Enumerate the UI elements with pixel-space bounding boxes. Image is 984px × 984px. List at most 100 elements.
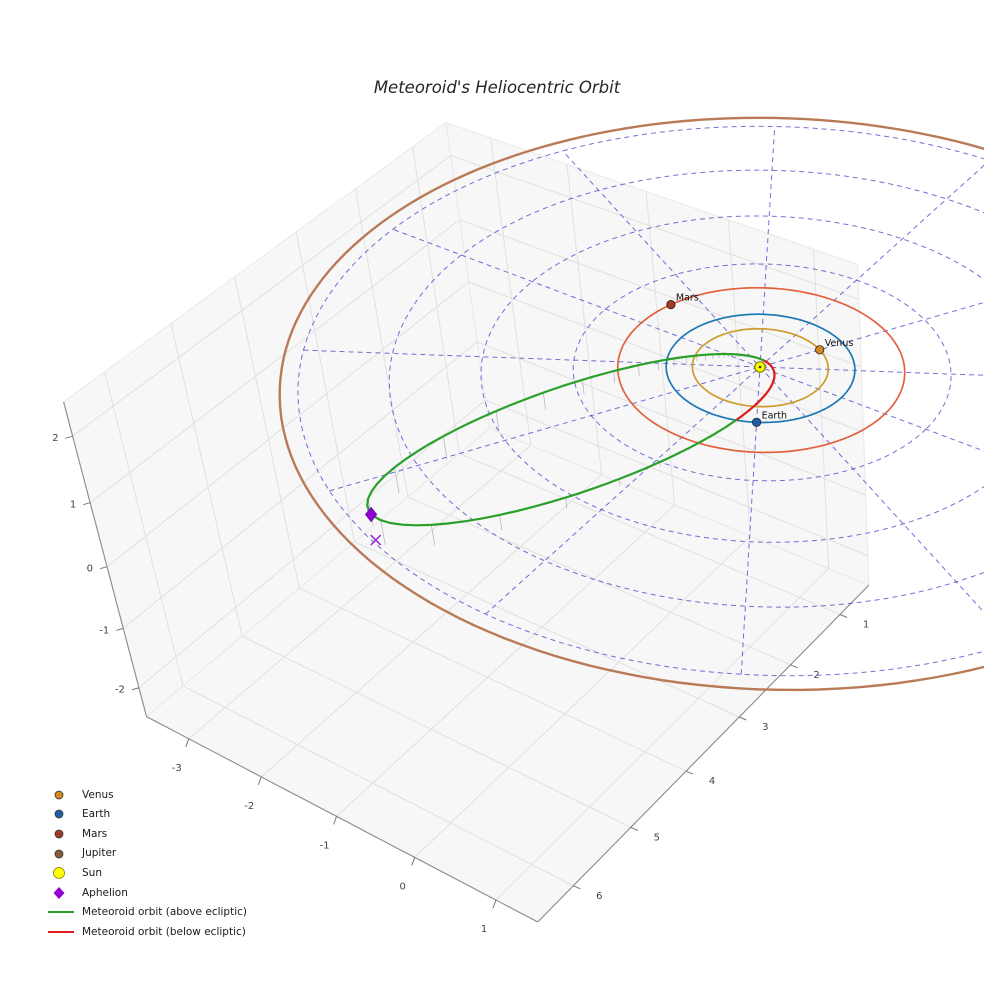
legend: Venus Earth Mars Jupiter Sun Aphelion Meteoroi…	[46, 785, 247, 942]
pane-grid-line	[72, 155, 451, 437]
tick-mark	[116, 627, 124, 631]
y-tick-label: 2	[813, 670, 819, 681]
orbit-drop-line	[380, 520, 386, 545]
tick-mark	[333, 816, 338, 825]
legend-marker-line-icon	[48, 911, 74, 914]
venus-marker	[815, 345, 825, 355]
tick-mark	[131, 687, 140, 691]
tick-mark	[185, 738, 190, 747]
ecliptic-grid-circle	[572, 263, 952, 482]
ecliptic-grid-circle	[297, 125, 984, 677]
y-tick-label: 5	[654, 832, 660, 843]
ecliptic-grid-circle	[388, 169, 984, 608]
pane-grid-line	[450, 155, 860, 300]
orbit-drop-line	[442, 436, 448, 460]
pane-grid-line	[299, 587, 687, 772]
legend-label: Meteoroid orbit (below ecliptic)	[82, 925, 246, 938]
tick-mark	[83, 502, 91, 506]
pane-grid-line	[495, 568, 830, 901]
earth-marker	[751, 417, 762, 427]
orbit-drop-line	[613, 371, 616, 384]
pane-grid-line	[188, 445, 532, 740]
pane-grid-line	[336, 504, 676, 817]
tick-mark	[257, 776, 262, 786]
y-tick-label: 6	[596, 891, 602, 902]
venus-label: Venus	[825, 338, 854, 349]
mars-marker	[666, 299, 676, 310]
tick-mark	[739, 716, 747, 721]
tick-mark	[411, 857, 416, 866]
x-tick-label: -1	[320, 840, 330, 851]
pane-grid-line	[122, 341, 478, 629]
legend-label: Aphelion	[82, 886, 128, 899]
ecliptic-grid-circle	[480, 215, 984, 543]
pane-grid-line	[407, 496, 791, 666]
pane-grid-line	[182, 685, 574, 887]
x-tick-label: -2	[244, 801, 254, 812]
y-tick-label: 1	[863, 620, 869, 631]
legend-label: Jupiter	[82, 847, 117, 860]
orbit-drop-line	[582, 379, 585, 395]
legend-item: Venus	[46, 785, 247, 805]
x-axis-line	[146, 716, 539, 923]
z-tick-label: 1	[70, 500, 76, 511]
legend-item: Meteoroid orbit (below ecliptic)	[46, 922, 247, 942]
orbit-drop-line	[499, 514, 503, 531]
pane-grid-line	[241, 635, 632, 828]
x-tick-label: -3	[172, 763, 182, 774]
sun-center-dot	[758, 365, 762, 369]
meteoroid-orbit-above-path	[366, 352, 765, 527]
pane-grid-line	[459, 453, 841, 615]
aphelion-diamond-marker	[364, 506, 378, 523]
y-tick-label: 3	[762, 722, 768, 733]
legend-label: Mars	[82, 827, 108, 840]
pane-grid-line	[106, 281, 469, 568]
pane-grid-line	[354, 541, 740, 718]
mars-orbit	[616, 286, 906, 454]
tick-mark	[65, 435, 73, 439]
z-tick-label: 2	[52, 433, 58, 444]
pane-grid-line	[260, 474, 602, 778]
legend-marker-diamond-icon	[53, 886, 65, 899]
x-tick-label: 0	[400, 881, 406, 892]
pane-grid-line	[468, 281, 864, 433]
pane-grid-line	[477, 341, 866, 496]
tick-mark	[839, 614, 848, 618]
pane-grid-line	[138, 399, 486, 689]
legend-item: Sun	[46, 863, 247, 883]
z-tick-label: -1	[99, 625, 109, 636]
legend-marker-dot-icon	[54, 790, 64, 800]
tick-mark	[685, 770, 694, 775]
orbit-drop-line	[637, 365, 640, 376]
orbit-drop-line	[495, 411, 500, 432]
legend-item: Mars	[46, 824, 247, 844]
legend-marker-line-icon	[48, 930, 74, 933]
pane-grid-line	[485, 399, 868, 557]
legend-label: Venus	[82, 788, 114, 801]
legend-item: Meteoroid orbit (above ecliptic)	[46, 903, 247, 923]
legend-label: Meteoroid orbit (above ecliptic)	[82, 906, 247, 919]
legend-item: Earth	[46, 805, 247, 825]
legend-marker-dot-large-icon	[53, 867, 65, 880]
legend-marker-dot-icon	[54, 829, 64, 839]
orbit-drop-line	[673, 358, 675, 367]
jupiter-orbit	[278, 116, 984, 692]
legend-item: Aphelion	[46, 883, 247, 903]
legend-marker-dot-icon	[54, 849, 64, 858]
legend-label: Sun	[82, 866, 102, 879]
mars-label: Mars	[676, 293, 699, 304]
legend-marker-dot-icon	[54, 809, 64, 819]
earth-label: Earth	[762, 410, 787, 421]
orbit-drop-line	[430, 524, 436, 546]
legend-item: Jupiter	[46, 844, 247, 864]
tick-mark	[630, 826, 638, 831]
meteoroid-orbit-below-path	[734, 359, 776, 422]
tick-mark	[492, 899, 497, 909]
orbit-drop-line	[565, 497, 568, 509]
plot-title: Meteoroid's Heliocentric Orbit	[373, 78, 621, 97]
legend-label: Earth	[82, 808, 111, 821]
tick-mark	[790, 664, 798, 669]
x-tick-label: 1	[481, 924, 487, 935]
